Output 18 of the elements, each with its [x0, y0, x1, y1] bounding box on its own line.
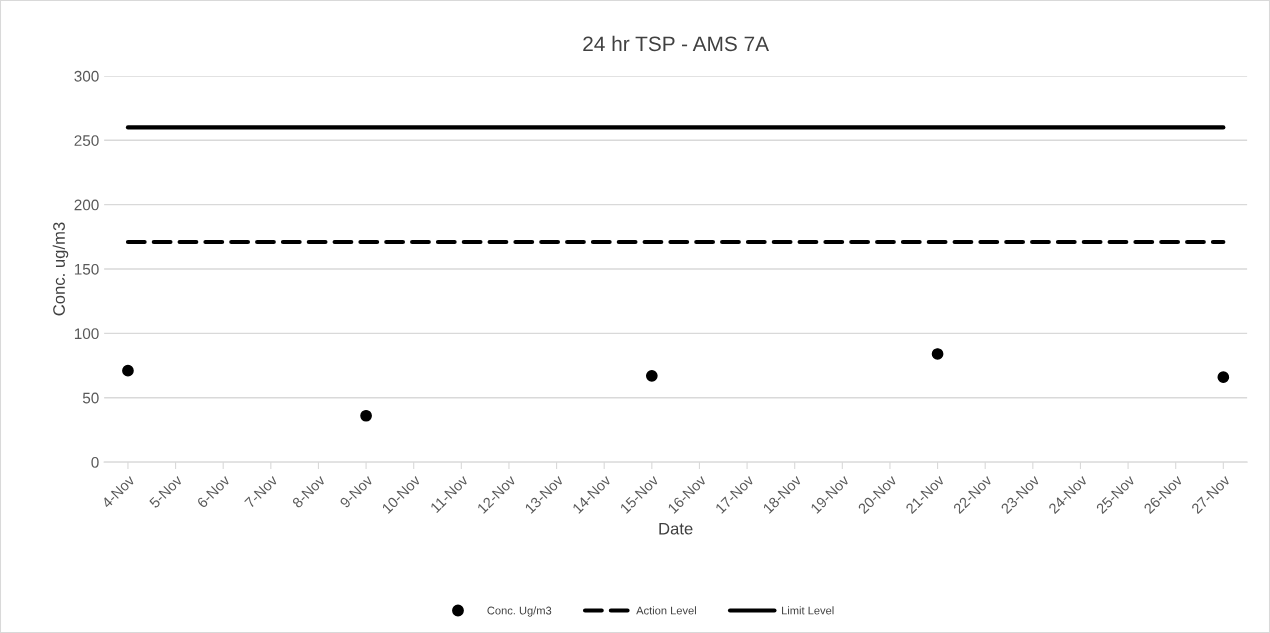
legend-label: Action Level	[636, 606, 696, 615]
point	[931, 348, 944, 360]
x-axis-title: Date	[659, 522, 693, 535]
point	[360, 409, 372, 422]
point	[122, 364, 134, 377]
chart-title: 24 hr TSP - AMS 7A	[583, 35, 770, 52]
legend-label: Conc. Ug/m3	[487, 606, 552, 617]
legend-label: Limit Level	[782, 606, 834, 615]
y-tick-label: 200	[74, 199, 99, 211]
y-tick-label: 150	[74, 263, 99, 275]
y-tick-label: 300	[74, 70, 99, 82]
point	[645, 370, 658, 382]
y-tick-label: 50	[82, 392, 99, 404]
y-axis-title: Conc. ug/m3	[52, 222, 69, 316]
y-tick-label: 100	[74, 328, 99, 340]
y-tick-label: 0	[91, 456, 99, 468]
point	[1217, 371, 1230, 383]
y-tick-label: 250	[74, 135, 99, 146]
